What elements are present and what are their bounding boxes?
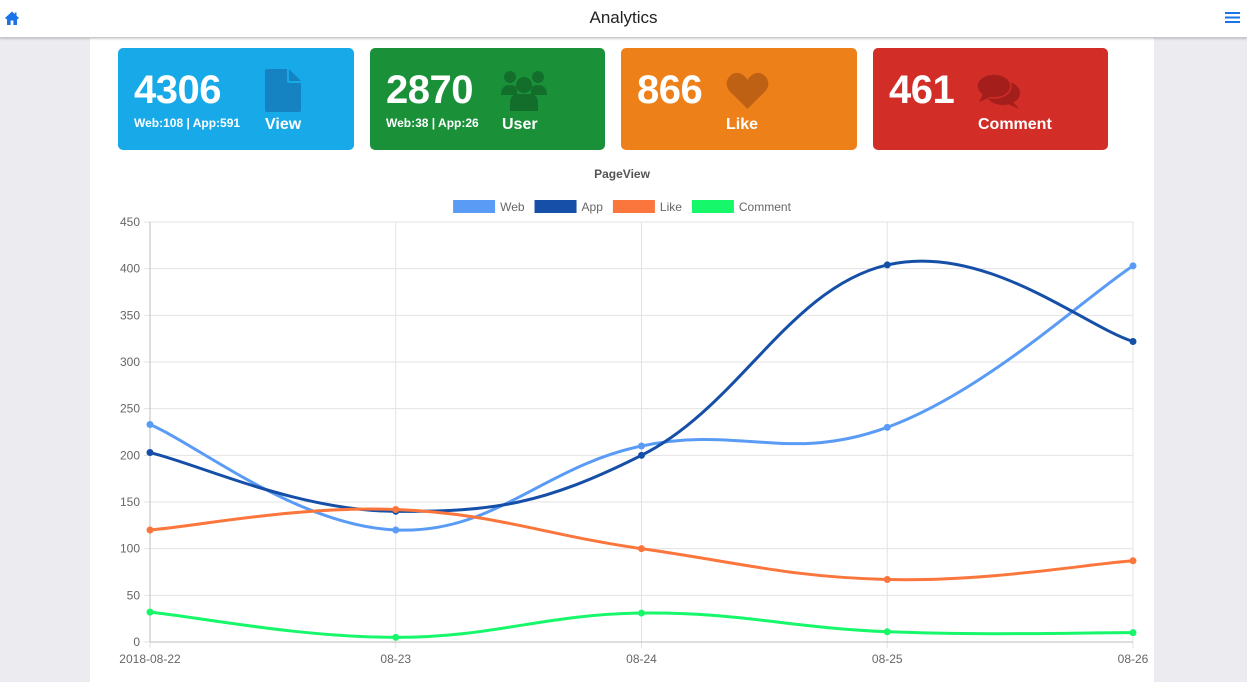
data-point-like[interactable] [1129, 557, 1137, 565]
data-point-like[interactable] [883, 575, 891, 583]
stat-label: User [502, 116, 538, 133]
stat-card-like[interactable]: 866 Like [621, 48, 857, 150]
data-point-comment[interactable] [392, 633, 400, 641]
stat-detail: Web:38 | App:26 [386, 116, 479, 130]
legend-swatch-app[interactable] [534, 200, 577, 213]
data-point-comment[interactable] [146, 608, 154, 616]
data-point-web[interactable] [1129, 262, 1137, 270]
data-point-comment[interactable] [1129, 629, 1137, 637]
home-icon[interactable] [4, 10, 20, 26]
y-tick-label: 150 [120, 495, 140, 509]
legend-label-app[interactable]: App [582, 200, 604, 214]
y-tick-label: 100 [120, 542, 140, 556]
x-tick-label: 08-26 [1118, 652, 1149, 666]
users-icon [501, 71, 547, 111]
y-tick-label: 400 [120, 262, 140, 276]
data-point-web[interactable] [638, 442, 645, 450]
data-point-app[interactable] [638, 451, 645, 459]
x-tick-label: 08-25 [872, 652, 903, 666]
y-tick-label: 300 [120, 355, 140, 369]
stat-card-comment[interactable]: 461 Comment [873, 48, 1108, 150]
comments-icon [977, 73, 1020, 109]
stat-card-view[interactable]: 4306 Web:108 | App:591 View [118, 48, 354, 150]
legend-swatch-like[interactable] [612, 200, 655, 213]
heart-icon [726, 72, 769, 109]
data-point-like[interactable] [392, 505, 400, 513]
stat-label: View [265, 116, 302, 133]
y-tick-label: 0 [133, 635, 140, 649]
stat-count: 866 [637, 68, 703, 112]
chart-title: PageView [594, 167, 650, 181]
pageview-line-chart: 0 50 100 150 200 250 300 350 400 450 2018-08-22 08-… [119, 200, 1149, 666]
data-point-web[interactable] [146, 421, 154, 429]
x-tick-label: 08-24 [626, 652, 657, 666]
y-tick-label: 50 [127, 588, 141, 602]
data-point-app[interactable] [146, 449, 154, 457]
hamburger-menu-icon[interactable] [1225, 11, 1240, 24]
y-tick-label: 450 [120, 215, 140, 229]
y-tick-label: 350 [120, 308, 140, 322]
x-tick-label: 08-23 [380, 652, 411, 666]
x-tick-label: 2018-08-22 [119, 652, 181, 666]
legend-label-like[interactable]: Like [660, 200, 682, 214]
data-point-comment[interactable] [638, 609, 645, 617]
data-point-comment[interactable] [883, 628, 891, 636]
legend-swatch-comment[interactable] [691, 200, 734, 213]
stat-count: 4306 [134, 68, 221, 112]
file-icon [265, 69, 301, 112]
data-point-like[interactable] [638, 545, 645, 553]
legend-label-web[interactable]: Web [500, 200, 525, 214]
top-navbar: Analytics [0, 0, 1247, 38]
data-point-app[interactable] [883, 261, 891, 269]
data-point-web[interactable] [883, 423, 891, 431]
dashboard-content: 4306 Web:108 | App:591 View 2870 Web:38 … [90, 38, 1154, 682]
stat-count: 461 [889, 68, 955, 112]
legend-label-comment[interactable]: Comment [739, 200, 792, 214]
y-tick-label: 200 [120, 448, 140, 462]
stat-count: 2870 [386, 68, 473, 112]
data-point-app[interactable] [1129, 337, 1137, 345]
stat-card-user[interactable]: 2870 Web:38 | App:26 User [370, 48, 605, 150]
stat-label: Like [726, 116, 759, 133]
page-title: Analytics [589, 8, 658, 27]
y-tick-label: 250 [120, 402, 140, 416]
stat-label: Comment [978, 116, 1052, 133]
data-point-web[interactable] [392, 526, 400, 534]
stat-detail: Web:108 | App:591 [134, 116, 241, 130]
data-point-like[interactable] [146, 526, 154, 534]
legend-swatch-web[interactable] [453, 200, 496, 213]
